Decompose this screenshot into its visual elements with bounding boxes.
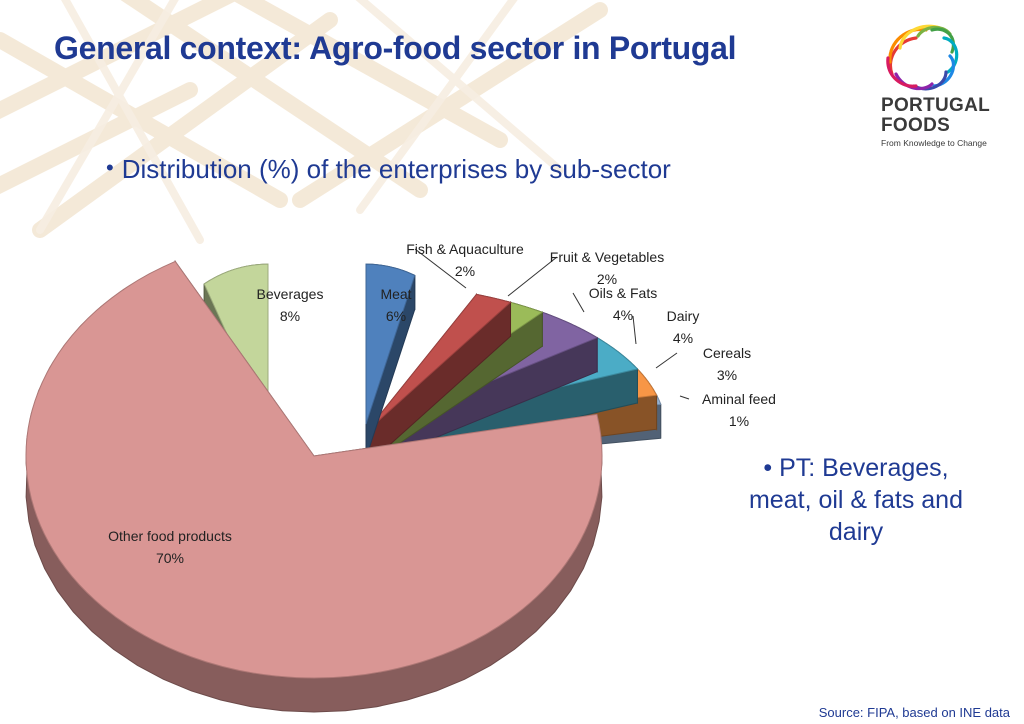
leader-line-dairy xyxy=(632,315,637,345)
logo-text-foods: FOODS xyxy=(881,115,951,136)
source-note: Source: FIPA, based on INE data xyxy=(818,705,1010,720)
slice-value-aminal-feed: 1% xyxy=(729,413,749,429)
leader-line-aminal-feed xyxy=(679,395,690,400)
subtitle-bullet: • Distribution (%) of the enterprises by… xyxy=(106,154,671,185)
leader-line-fruit-vegetables xyxy=(507,256,558,297)
slice-label-dairy: Dairy xyxy=(667,308,700,324)
leader-line-cereals xyxy=(655,352,678,369)
slide-title: General context: Agro-food sector in Por… xyxy=(54,30,737,66)
slice-label-oils-fats: Oils & Fats xyxy=(589,285,657,301)
pie-slice-meat xyxy=(365,263,416,459)
slice-label-aminal-feed: Aminal feed xyxy=(702,391,776,407)
leader-line-oils-fats xyxy=(572,292,585,313)
slice-value-dairy: 4% xyxy=(673,330,693,346)
bullet-dot: • xyxy=(106,154,114,180)
slice-value-fruit-vegetables: 2% xyxy=(597,271,617,287)
slice-value-cereals: 3% xyxy=(717,367,737,383)
slice-value-fish-aquaculture: 2% xyxy=(455,263,475,279)
slice-label-fruit-vegetables: Fruit & Vegetables xyxy=(550,249,664,265)
slice-label-beverages: Beverages xyxy=(257,286,324,302)
logo-tagline: From Knowledge to Change xyxy=(881,138,987,148)
logo-text-portugal: PORTUGAL xyxy=(881,95,991,116)
slice-value-beverages: 8% xyxy=(280,308,300,324)
slice-value-oils-fats: 4% xyxy=(613,307,633,323)
subtitle-text: Distribution (%) of the enterprises by s… xyxy=(121,154,671,184)
slice-label-other-food-products: Other food products xyxy=(108,528,232,544)
slice-label-cereals: Cereals xyxy=(703,345,751,361)
slice-value-meat: 6% xyxy=(386,308,406,324)
pie-slice-other-food-products xyxy=(25,259,603,713)
pt-note: • PT: Beverages, meat, oil & fats and da… xyxy=(748,454,963,546)
slice-label-fish-aquaculture: Fish & Aquaculture xyxy=(406,241,524,257)
slice-label-meat: Meat xyxy=(380,286,411,302)
portugal-foods-logo-icon xyxy=(886,24,959,91)
slice-value-other-food-products: 70% xyxy=(156,550,184,566)
leader-line-fish-aquaculture xyxy=(414,248,467,289)
